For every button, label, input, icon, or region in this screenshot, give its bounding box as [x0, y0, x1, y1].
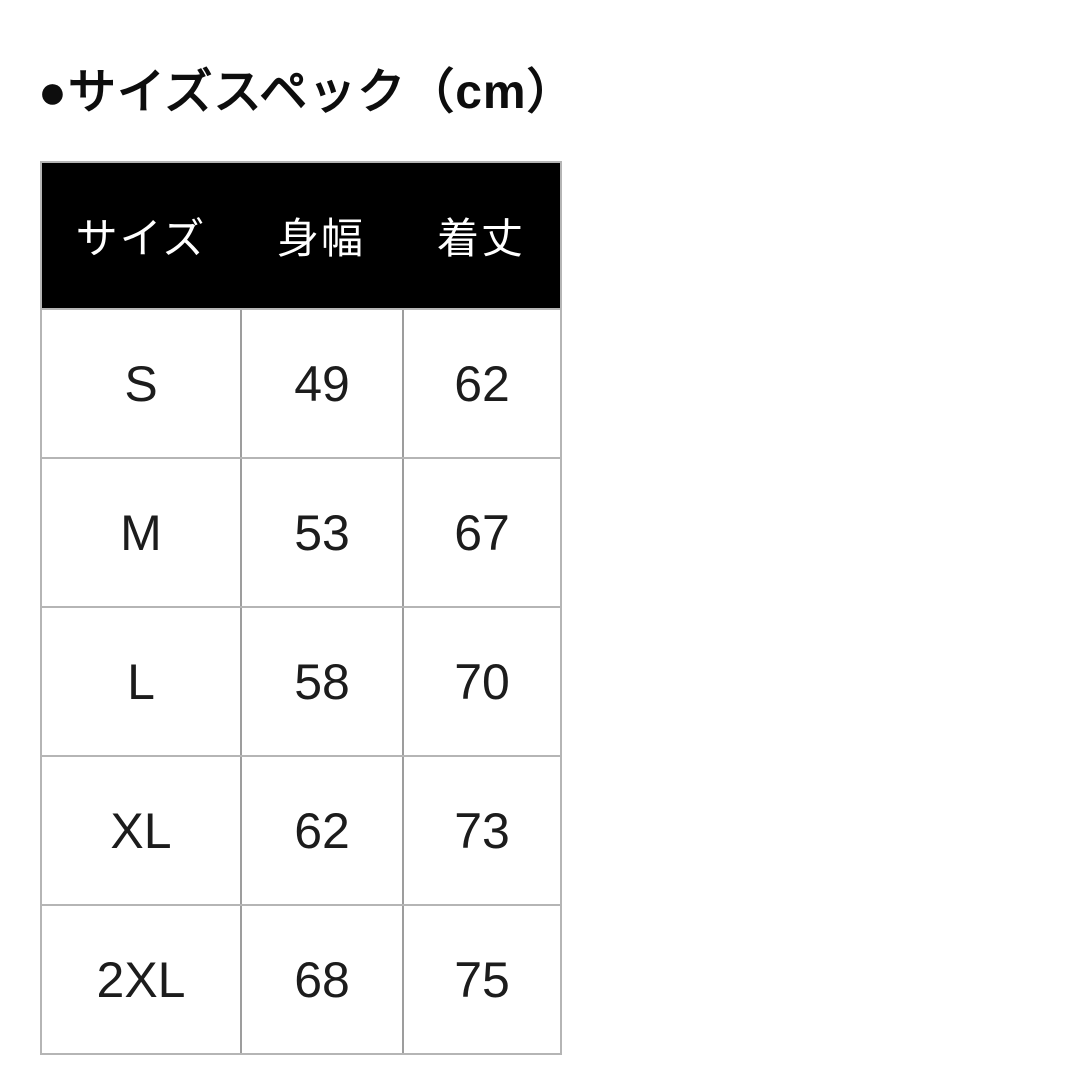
cell-body-width-value: 58 [240, 608, 402, 755]
cell-size-label: M [120, 504, 162, 561]
table-row: 2XL 68 75 [42, 904, 560, 1053]
cell-length-value: 67 [402, 459, 560, 606]
cell-size-label: 2XL [96, 951, 186, 1008]
table-body: S 49 62 M 53 67 L 58 70 XL 62 73 2XL 68 75 [42, 308, 560, 1053]
table-row: S 49 62 [42, 308, 560, 457]
header-cell-size: サイズ [75, 215, 207, 262]
cell-body-width-value: 49 [240, 310, 402, 457]
cell-size-label: XL [110, 802, 172, 859]
cell-body-width-value: 62 [240, 757, 402, 904]
cell-body-width-value: 53 [240, 459, 402, 606]
size-spec-table: サイズ 身幅 着丈 S 49 62 M 53 67 L 58 70 XL 62 73 2XL 68 75 [40, 161, 562, 1055]
cell-length-value: 62 [402, 310, 560, 457]
table-row: M 53 67 [42, 457, 560, 606]
header-cell-length: 着丈 [436, 215, 525, 262]
cell-size-label: S [124, 355, 158, 412]
cell-length-value: 70 [402, 608, 560, 755]
header-cell-body-width: 身幅 [276, 215, 365, 262]
page-title: ●サイズスペック（cm） [38, 66, 576, 119]
table-row: XL 62 73 [42, 755, 560, 904]
cell-size-label: L [127, 653, 155, 710]
table-row: L 58 70 [42, 606, 560, 755]
cell-body-width-value: 68 [240, 906, 402, 1053]
table-header-row: サイズ 身幅 着丈 [42, 163, 560, 308]
cell-length-value: 73 [402, 757, 560, 904]
cell-length-value: 75 [402, 906, 560, 1053]
